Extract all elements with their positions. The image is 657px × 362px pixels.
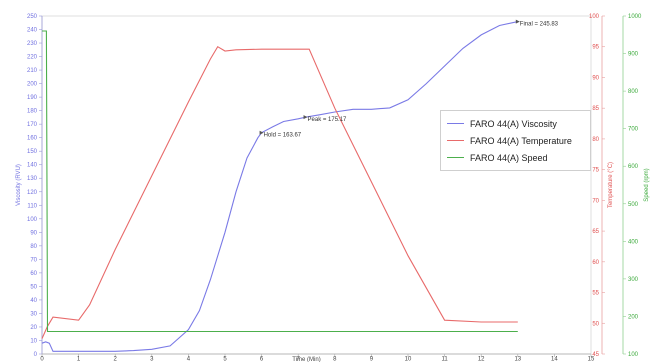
temperature-axis-tick-label: 85 [592, 106, 599, 112]
temperature-axis-tick-label: 55 [592, 291, 599, 297]
left-axis-tick-label: 90 [30, 230, 37, 236]
left-axis-tick-label: 50 [30, 284, 37, 290]
annotation-marker [303, 115, 308, 120]
temperature-axis-tick-label: 80 [592, 137, 599, 143]
left-axis-tick-label: 80 [30, 244, 37, 250]
left-axis-tick-label: 190 [27, 95, 38, 101]
x-axis-tick-label: 14 [551, 357, 558, 362]
left-axis-tick-label: 70 [30, 257, 37, 263]
left-axis-tick-label: 130 [27, 176, 38, 182]
legend-swatch [447, 123, 464, 124]
x-axis-tick-label: 8 [333, 357, 337, 362]
speed-axis-tick-label: 500 [628, 202, 639, 208]
left-axis-tick-label: 20 [30, 325, 37, 331]
left-axis-tick-label: 100 [27, 217, 38, 223]
speed-axis-tick-label: 300 [628, 277, 639, 283]
left-axis-tick-label: 60 [30, 271, 37, 277]
left-axis-tick-label: 240 [27, 28, 38, 34]
left-axis-tick-label: 140 [27, 163, 38, 169]
series-line-3 [42, 30, 518, 333]
legend: FARO 44(A) Viscosity FARO 44(A) Temperatu… [440, 110, 591, 171]
left-axis-tick-label: 150 [27, 149, 38, 155]
left-axis-title: Viscosity (RVU) [16, 164, 22, 206]
x-axis-tick-label: 1 [77, 357, 81, 362]
annotation-marker [259, 130, 264, 135]
left-axis-tick-label: 160 [27, 136, 38, 142]
speed-axis-tick-label: 900 [628, 52, 639, 58]
temperature-axis-tick-label: 75 [592, 168, 599, 174]
left-axis-tick-label: 110 [27, 203, 37, 209]
x-axis-tick-label: 15 [588, 357, 595, 362]
x-axis-tick-label: 2 [114, 357, 118, 362]
speed-axis-tick-label: 400 [628, 239, 639, 245]
speed-axis-tick-label: 1000 [628, 14, 642, 20]
x-axis-tick-label: 3 [150, 357, 154, 362]
left-axis-tick-label: 120 [27, 190, 38, 196]
x-axis-tick-label: 4 [187, 357, 191, 362]
annotation-marker [515, 19, 520, 24]
left-axis-tick-label: 0 [34, 352, 38, 358]
left-axis-tick-label: 210 [27, 68, 38, 74]
temperature-axis-tick-label: 100 [589, 14, 600, 20]
x-axis-tick-label: 6 [260, 357, 264, 362]
temperature-axis-tick-label: 45 [592, 352, 599, 358]
left-axis-tick-label: 220 [27, 55, 38, 61]
temperature-axis-tick-label: 60 [592, 260, 599, 266]
speed-axis-tick-label: 600 [628, 164, 639, 170]
speed-axis-title: Speed (rpm) [644, 168, 650, 201]
legend-swatch [447, 140, 464, 141]
speed-axis-tick-label: 800 [628, 89, 639, 95]
left-axis-tick-label: 230 [27, 41, 38, 47]
temperature-axis-tick-label: 65 [592, 229, 599, 235]
x-axis-tick-label: 7 [297, 357, 301, 362]
speed-axis-tick-label: 100 [628, 352, 639, 358]
left-axis-tick-label: 40 [30, 298, 37, 304]
left-axis-tick-label: 10 [30, 338, 37, 344]
annotation-label: Hold = 163.67 [264, 133, 302, 139]
legend-item: FARO 44(A) Speed [447, 149, 584, 166]
legend-item: FARO 44(A) Temperature [447, 132, 584, 149]
speed-axis-tick-label: 700 [628, 127, 639, 133]
speed-axis-tick-label: 200 [628, 314, 639, 320]
legend-swatch [447, 157, 464, 158]
left-axis-tick-label: 250 [27, 14, 38, 20]
annotation-label: Peak = 175.17 [308, 117, 348, 123]
temperature-axis-title: Temperature (°C) [608, 162, 614, 208]
x-axis-tick-label: 12 [478, 357, 485, 362]
series-line-2 [41, 45, 518, 339]
x-axis-tick-label: 5 [223, 357, 227, 362]
plot-frame [41, 15, 592, 355]
left-axis-tick-label: 200 [27, 82, 38, 88]
x-axis-tick-label: 11 [441, 357, 448, 362]
temperature-axis-tick-label: 95 [592, 45, 599, 51]
left-axis-tick-label: 170 [27, 122, 38, 128]
x-axis-title: Time (Min) [292, 357, 320, 362]
annotation-label: Final = 245.83 [520, 22, 559, 28]
legend-label: FARO 44(A) Temperature [470, 135, 572, 146]
temperature-axis-tick-label: 70 [592, 198, 599, 204]
x-axis-tick-label: 9 [370, 357, 374, 362]
legend-label: FARO 44(A) Viscosity [470, 118, 557, 129]
legend-label: FARO 44(A) Speed [470, 152, 548, 163]
left-axis-tick-label: 180 [27, 109, 38, 115]
left-axis-tick-label: 30 [30, 311, 37, 317]
x-axis-tick-label: 10 [405, 357, 412, 362]
temperature-axis-tick-label: 90 [592, 75, 599, 81]
legend-item: FARO 44(A) Viscosity [447, 115, 584, 132]
x-axis-tick-label: 0 [40, 357, 44, 362]
temperature-axis-tick-label: 50 [592, 321, 599, 327]
x-axis-tick-label: 13 [514, 357, 521, 362]
